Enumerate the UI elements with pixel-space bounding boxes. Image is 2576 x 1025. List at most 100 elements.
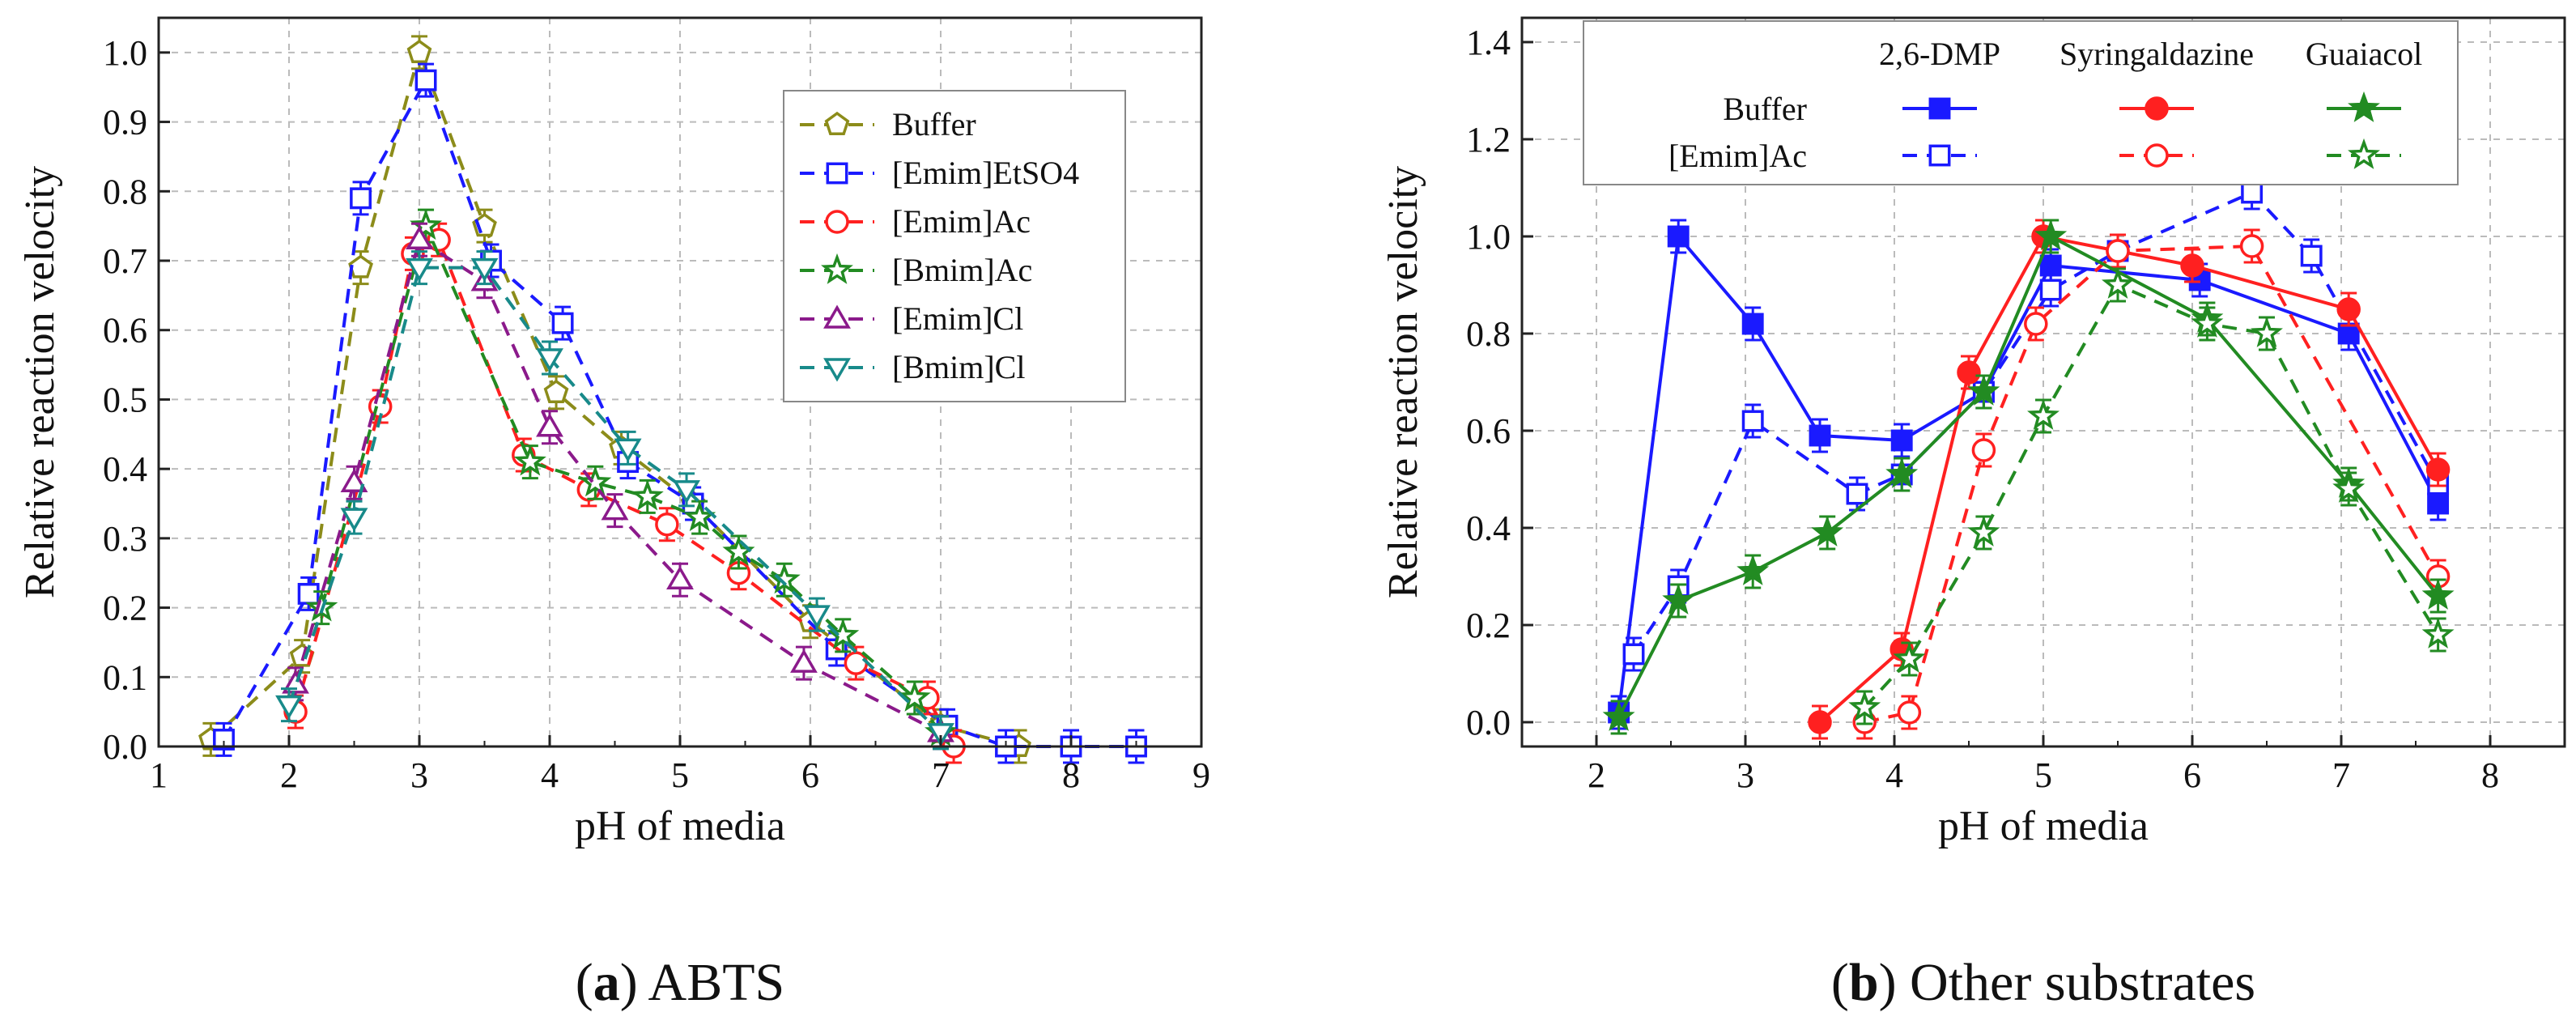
a-data-point: [790, 649, 818, 673]
b-data-point: [1622, 643, 1645, 666]
a-x-tick-label: 7: [932, 755, 950, 795]
a-data-point: [275, 695, 303, 720]
a-data-point: [350, 187, 372, 210]
b-data-point: [1971, 438, 1996, 462]
panel-b-legend-marker: [2348, 91, 2380, 122]
panel-a-ticks: 1 2 3 4 5 6 7 8 9 0.0 0.1 0.2 0.3 0.4 0.5 0.6 0.7 0.8 0.9 1…: [103, 33, 1210, 795]
b-data-point: [2024, 312, 2048, 336]
panel-a-legend-marker: [823, 304, 851, 329]
a-series-4: [282, 222, 954, 751]
b-y-tick-label: 1.0: [1466, 217, 1511, 257]
a-x-tick-label: 9: [1192, 755, 1210, 795]
b-y-tick-label: 0.0: [1466, 703, 1511, 742]
panel-b-chart: 2 3 4 5 6 7 8 0.0 0.2 0.4 0.6 0.8 1.0 1.2 1.4 pH of me…: [1380, 16, 2566, 849]
panel-a-caption: (a) ABTS: [576, 953, 785, 1012]
b-data-point: [1808, 710, 1832, 734]
a-y-tick-label: 0.2: [103, 589, 147, 628]
a-x-tick-label: 4: [541, 755, 559, 795]
b-y-tick-label: 0.4: [1466, 508, 1511, 548]
panel-b-caption-label: b: [1849, 953, 1879, 1012]
b-series-line: [1818, 234, 2440, 724]
a-x-tick-label: 8: [1062, 755, 1080, 795]
panel-a-legend-label: [Emim]Ac: [892, 203, 1031, 240]
b-data-point: [1667, 225, 1690, 248]
b-data-point: [2300, 245, 2323, 267]
a-x-tick-label: 2: [280, 755, 298, 795]
b-data-point: [2039, 279, 2062, 301]
b-data-point: [1885, 457, 1919, 488]
a-data-point: [579, 466, 612, 497]
a-data-point: [601, 496, 629, 521]
b-data-point: [1967, 374, 2000, 406]
a-y-tick-label: 0.9: [103, 103, 147, 142]
b-data-point: [1890, 429, 1913, 452]
panel-b-ticks: 2 3 4 5 6 7 8 0.0 0.2 0.4 0.6 0.8 1.0 1.2 1.4: [1466, 23, 2565, 795]
b-data-point: [1811, 515, 1844, 547]
b-data-point: [2102, 267, 2134, 299]
a-y-tick-label: 0.7: [103, 241, 147, 281]
panel-b-x-axis-title: pH of media: [1938, 803, 2149, 849]
panel-b-caption: (b) Other substrates: [1831, 953, 2255, 1012]
a-data-point: [803, 605, 831, 629]
a-x-tick-label: 6: [801, 755, 819, 795]
panel-a-legend: Buffer [Emim]EtSO4 [Emim]Ac [Bmim]Ac [Emim]C…: [783, 90, 1126, 402]
a-data-point: [551, 312, 574, 334]
a-data-point: [213, 728, 235, 751]
b-data-point: [2039, 254, 2062, 277]
panel-b-legend-column-header: 2,6-DMP: [1879, 36, 2000, 72]
panel-b-legend-row-label: Buffer: [1723, 91, 1807, 127]
panel-b-legend-marker: [2348, 138, 2380, 169]
b-data-point: [2239, 234, 2264, 258]
panel-a-legend-label: [Emim]EtSO4: [892, 155, 1079, 191]
panel-a-legend-marker: [824, 111, 850, 136]
b-x-tick-label: 3: [1736, 755, 1754, 795]
b-series-0: [1608, 219, 2450, 730]
panel-a-legend-marker: [823, 358, 851, 382]
a-y-tick-label: 0.5: [103, 380, 147, 419]
b-data-point: [1736, 554, 1770, 585]
a-y-tick-label: 0.4: [103, 449, 147, 489]
panel-a-legend-marker: [826, 162, 848, 185]
a-data-point: [406, 39, 432, 63]
a-data-point: [340, 468, 368, 493]
b-data-point: [1741, 410, 1764, 432]
b-data-point: [2106, 239, 2130, 263]
a-data-point: [406, 225, 433, 250]
panel-b-y-axis-title: Relative reaction velocity: [1380, 166, 1426, 598]
panel-a-legend-label: [Bmim]Ac: [892, 252, 1032, 288]
a-data-point: [898, 680, 931, 712]
panel-b-legend-box: [1583, 20, 2459, 185]
panel-a-series: [198, 35, 1147, 764]
a-data-point: [655, 512, 679, 537]
b-data-point: [1967, 515, 2000, 547]
a-y-tick-label: 0.0: [103, 727, 147, 767]
b-data-point: [2191, 306, 2224, 338]
panel-b-legend-column-header: Syringaldazine: [2060, 36, 2254, 72]
b-data-point: [1848, 690, 1881, 721]
b-y-tick-label: 1.2: [1466, 120, 1511, 159]
b-data-point: [2332, 471, 2366, 503]
a-series-5: [275, 250, 954, 751]
b-data-point: [1893, 641, 1926, 673]
panel-a-legend-marker: [825, 210, 849, 234]
b-series-line: [1617, 234, 2440, 718]
b-data-point: [1741, 313, 1764, 335]
panel-b-legend-column-header: Guaiacol: [2306, 36, 2422, 72]
b-data-point: [2034, 219, 2068, 250]
b-series-line: [1632, 190, 2440, 656]
a-y-tick-label: 1.0: [103, 33, 147, 73]
b-data-point: [2336, 297, 2361, 321]
b-x-tick-label: 2: [1588, 755, 1605, 795]
a-data-point: [340, 508, 368, 532]
a-y-tick-label: 0.3: [103, 519, 147, 559]
a-y-tick-label: 0.1: [103, 657, 147, 697]
panel-b-legend-marker: [1928, 97, 1951, 120]
a-data-point: [406, 257, 433, 283]
panel-a-legend-marker: [821, 253, 853, 284]
b-data-point: [1846, 483, 1868, 505]
b-data-point: [2425, 457, 2451, 482]
panel-a-legend-label: [Bmim]Cl: [892, 349, 1025, 385]
b-data-point: [1662, 583, 1695, 615]
panel-a-x-axis-title: pH of media: [575, 803, 785, 849]
b-data-point: [1602, 700, 1635, 731]
